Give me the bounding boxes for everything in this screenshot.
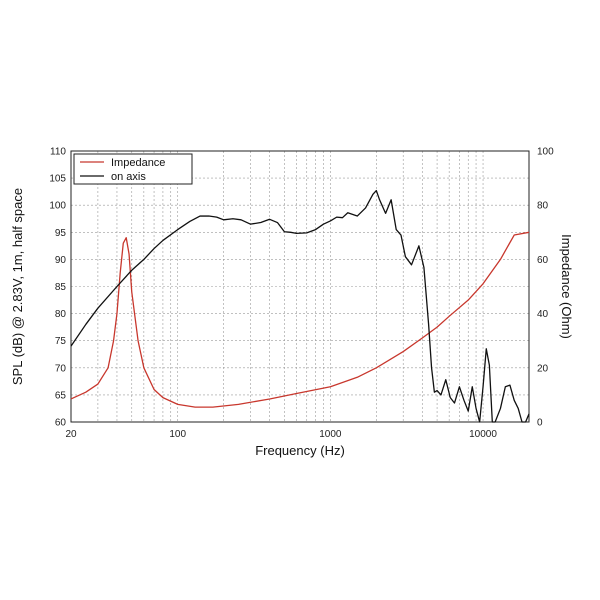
x-tick-label: 10000 (469, 429, 497, 440)
legend-box (73, 153, 193, 185)
y2-tick-label: 80 (537, 201, 549, 212)
legend-label-on-axis: on axis (111, 171, 146, 183)
y-tick-label: 95 (55, 228, 67, 239)
grid (71, 151, 529, 422)
y-tick-label: 75 (55, 336, 67, 347)
series-lines (70, 189, 530, 423)
y2-tick-label: 60 (537, 255, 549, 266)
x-tick-label: 100 (169, 429, 186, 440)
legend-label-impedance: Impedance (111, 157, 165, 169)
y-tick-label: 65 (55, 390, 67, 401)
y-tick-label: 90 (55, 255, 67, 266)
y-axis-left-ticks: 60 65 70 75 80 85 90 95 100 105 110 (49, 147, 66, 429)
y-tick-label: 60 (55, 418, 67, 429)
y-tick-label: 85 (55, 282, 67, 293)
y-axis-left-title: SPL (dB) @ 2.83V, 1m, half space (10, 188, 25, 385)
series-line-impedance (70, 231, 530, 408)
y-tick-label: 110 (50, 147, 66, 158)
legend: Impedance on axis (73, 153, 193, 185)
x-tick-label: 1000 (319, 429, 342, 440)
y2-tick-label: 40 (537, 309, 549, 320)
x-axis-ticks: 20 100 1000 10000 (65, 429, 497, 440)
y-tick-label: 100 (49, 201, 66, 212)
y-tick-label: 70 (55, 363, 67, 374)
y2-tick-label: 0 (537, 418, 543, 429)
y-tick-label: 105 (49, 174, 66, 185)
y-tick-label: 80 (55, 309, 67, 320)
x-tick-label: 20 (65, 429, 77, 440)
y-axis-right-ticks: 0 20 40 60 80 100 (537, 147, 554, 429)
y-axis-right-title: Impedance (Ohm) (559, 234, 574, 339)
series-line-on-axis (70, 189, 530, 423)
x-axis-title: Frequency (Hz) (255, 443, 345, 458)
y2-tick-label: 100 (537, 147, 554, 158)
y2-tick-label: 20 (537, 363, 549, 374)
plot-frame (70, 150, 530, 423)
